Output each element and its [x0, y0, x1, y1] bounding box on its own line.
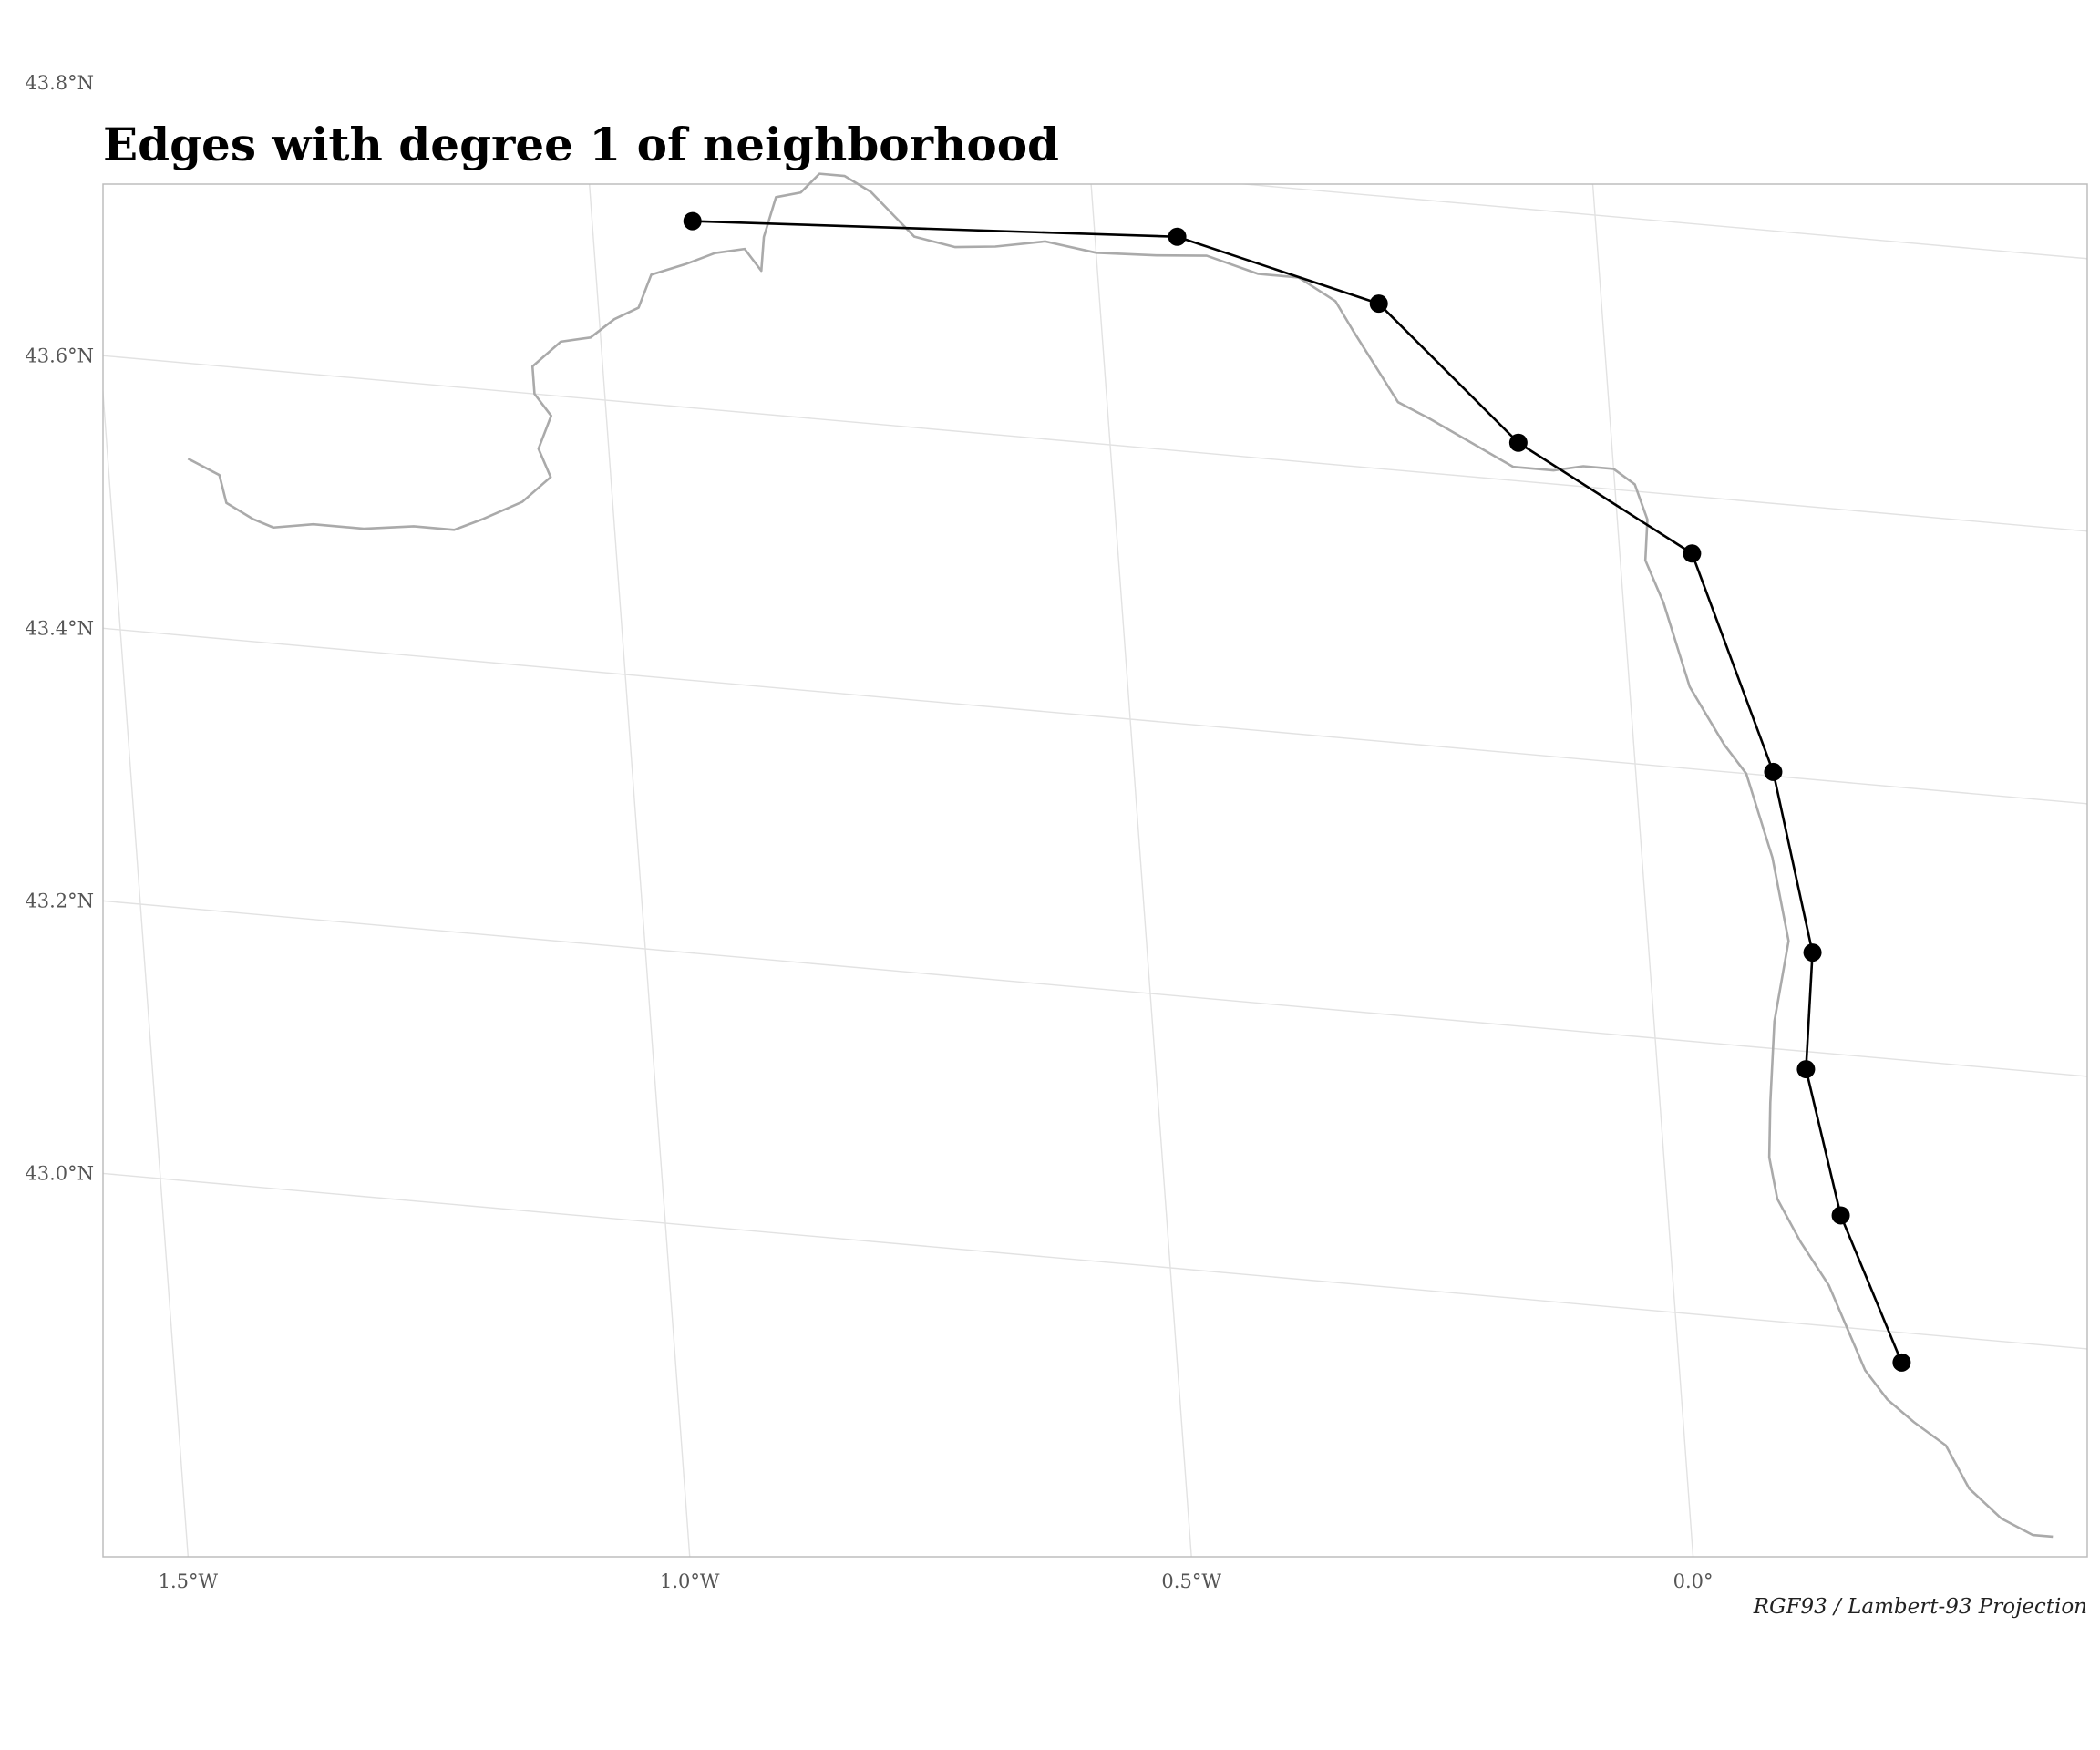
latitude-tick-labels: 43.8°N 43.6°N 43.4°N 43.2°N 43.0°N	[25, 72, 94, 1184]
graph-node	[1892, 1353, 1911, 1372]
river-layer	[187, 172, 2054, 1539]
graph-edge	[1772, 771, 1814, 953]
graph-edge	[1805, 1068, 1842, 1216]
graph-node	[1168, 227, 1187, 246]
graph-edge	[1839, 1214, 1903, 1364]
longitude-tick-label: 0.5°W	[1161, 1570, 1221, 1592]
graph-edge	[1691, 552, 1775, 773]
parallel-line	[1237, 184, 2087, 260]
parallel-line	[103, 627, 2087, 805]
edge-layer	[692, 220, 1903, 1364]
graph-node	[1508, 433, 1528, 452]
meridian-line	[103, 384, 190, 1557]
graph-edge	[1377, 303, 1519, 444]
graph-node	[683, 211, 702, 231]
latitude-tick-label: 43.6°N	[25, 345, 94, 366]
longitude-tick-labels: 1.5°W 1.0°W 0.5°W 0.0°	[159, 1570, 1714, 1592]
meridian-line	[588, 184, 691, 1557]
node-layer	[683, 211, 1911, 1372]
meridian-line	[1090, 184, 1192, 1557]
panel-frame	[102, 183, 2088, 1558]
map-title: Edges with degree 1 of neighborhood	[103, 118, 1059, 171]
parallel-line	[103, 900, 2087, 1077]
latitude-tick-label: 43.8°N	[25, 72, 94, 94]
graph-node	[1369, 294, 1388, 314]
graph-node	[1803, 943, 1822, 962]
meridian-line	[1591, 184, 1694, 1557]
longitude-tick-label: 1.0°W	[660, 1570, 720, 1592]
parallel-line	[103, 1172, 2087, 1350]
latitude-tick-label: 43.0°N	[25, 1162, 94, 1184]
graph-node	[1796, 1060, 1816, 1079]
projection-caption: RGF93 / Lambert-93 Projection	[1753, 1595, 2087, 1619]
graph-edge	[692, 220, 1178, 239]
graph-edge	[1518, 441, 1693, 555]
latitude-tick-label: 43.2°N	[25, 890, 94, 911]
graph-node	[1683, 544, 1702, 563]
longitude-tick-label: 1.5°W	[159, 1570, 219, 1592]
river-line	[187, 172, 2054, 1539]
graph-edge	[1177, 235, 1380, 305]
graph-edge	[1805, 952, 1814, 1070]
latitude-tick-label: 43.4°N	[25, 617, 94, 639]
graph-node	[1764, 762, 1783, 781]
graph-node	[1831, 1206, 1850, 1225]
longitude-tick-label: 0.0°	[1673, 1570, 1714, 1592]
parallel-line	[103, 355, 2087, 532]
